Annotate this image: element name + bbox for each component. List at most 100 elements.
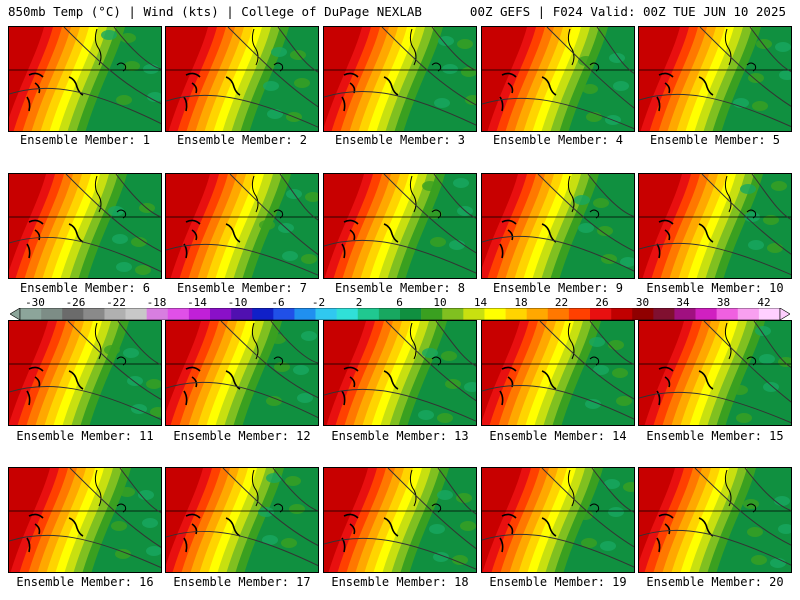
colorbar-arrow-left	[10, 308, 21, 320]
colorbar-segment	[146, 308, 169, 320]
colorbar-tick-label: 6	[396, 296, 403, 309]
ensemble-member-map	[323, 320, 477, 426]
ensemble-member-map	[8, 320, 162, 426]
ensemble-member-label: Ensemble Member: 1	[19, 133, 151, 147]
model-run-info: 00Z GEFS | F024 Valid: 00Z TUE JUN 10 20…	[469, 4, 786, 19]
colorbar-segment	[758, 308, 781, 320]
colorbar-segment	[336, 308, 359, 320]
ensemble-member-map	[638, 320, 792, 426]
colorbar-segment	[378, 308, 401, 320]
ensemble-member-label: Ensemble Member: 13	[331, 429, 469, 443]
colorbar-tick-label: 14	[473, 296, 488, 309]
colorbar-arrow-right	[779, 308, 790, 320]
colorbar-tick-label: 18	[514, 296, 528, 309]
ensemble-member-map	[638, 467, 792, 573]
ensemble-member-map	[8, 467, 162, 573]
ensemble-member-map	[165, 320, 319, 426]
colorbar-segment	[104, 308, 126, 320]
ensemble-member-label: Ensemble Member: 12	[173, 429, 311, 443]
ensemble-member-label: Ensemble Member: 9	[492, 281, 624, 295]
colorbar-tick-label: -22	[106, 296, 126, 309]
ensemble-member-map	[481, 26, 635, 132]
ensemble-member-map	[165, 26, 319, 132]
colorbar-tick-label: 42	[757, 296, 771, 309]
colorbar-segment	[421, 308, 443, 320]
colorbar-segment	[188, 308, 211, 320]
colorbar-segment	[463, 308, 485, 320]
colorbar-segment	[20, 308, 42, 320]
ensemble-member-label: Ensemble Member: 10	[646, 281, 784, 295]
ensemble-member-label: Ensemble Member: 4	[492, 133, 624, 147]
colorbar-tick-label: 2	[355, 296, 363, 309]
colorbar-tick-label: -30	[25, 296, 45, 309]
colorbar-tick-label: 10	[433, 296, 447, 309]
ensemble-member-map	[8, 173, 162, 279]
colorbar-segment	[125, 308, 147, 320]
colorbar-segment	[505, 308, 527, 320]
ensemble-member-label: Ensemble Member: 19	[489, 575, 627, 589]
ensemble-member-label: Ensemble Member: 14	[489, 429, 627, 443]
ensemble-member-map	[323, 173, 477, 279]
map-title: 850mb Temp (°C) | Wind (kts) | College o…	[8, 4, 422, 19]
colorbar-segment	[62, 308, 84, 320]
colorbar-segment	[252, 308, 274, 320]
ensemble-member-label: Ensemble Member: 20	[646, 575, 784, 589]
colorbar-tick-label: -2	[311, 296, 326, 309]
colorbar-tick-label: 38	[716, 296, 731, 309]
colorbar-segment	[716, 308, 739, 320]
colorbar-segment	[695, 308, 717, 320]
ensemble-member-label: Ensemble Member: 8	[334, 281, 466, 295]
colorbar-segment	[590, 308, 612, 320]
colorbar-segment	[632, 308, 654, 320]
ensemble-member-label: Ensemble Member: 16	[16, 575, 154, 589]
colorbar-segment	[41, 308, 63, 320]
colorbar-tick-label: -18	[146, 296, 167, 309]
colorbar-segment	[526, 308, 549, 320]
ensemble-member-label: Ensemble Member: 15	[646, 429, 784, 443]
ensemble-member-map	[481, 467, 635, 573]
ensemble-member-map	[165, 467, 319, 573]
ensemble-member-map	[165, 173, 319, 279]
colorbar-tick-label: -26	[65, 296, 86, 309]
ensemble-member-label: Ensemble Member: 3	[334, 133, 466, 147]
colorbar-tick-label: -10	[227, 296, 248, 309]
ensemble-member-map	[638, 173, 792, 279]
ensemble-member-label: Ensemble Member: 7	[176, 281, 308, 295]
ensemble-member-map	[8, 26, 162, 132]
colorbar-segment	[484, 308, 506, 320]
colorbar-tick-label: 26	[595, 296, 609, 309]
colorbar-segment	[167, 308, 190, 320]
colorbar-segment	[315, 308, 337, 320]
ensemble-member-label: Ensemble Member: 5	[649, 133, 781, 147]
colorbar-tick-label: -6	[271, 296, 285, 309]
colorbar-segment	[294, 308, 316, 320]
colorbar-segment	[442, 308, 464, 320]
ensemble-member-map	[638, 26, 792, 132]
colorbar-segment	[611, 308, 633, 320]
colorbar-tick-label: 34	[676, 296, 690, 309]
ensemble-member-label: Ensemble Member: 11	[16, 429, 154, 443]
colorbar-segment	[83, 308, 105, 320]
ensemble-member-label: Ensemble Member: 17	[173, 575, 311, 589]
colorbar-tick-label: 30	[635, 296, 650, 309]
colorbar-tick-label: -14	[187, 296, 207, 309]
colorbar-segment	[357, 308, 380, 320]
colorbar-segment	[547, 308, 570, 320]
colorbar-segment	[568, 308, 591, 320]
colorbar-segment	[674, 308, 696, 320]
ensemble-member-map	[481, 173, 635, 279]
colorbar-segment	[273, 308, 295, 320]
colorbar-segment	[400, 308, 422, 320]
colorbar-segment	[210, 308, 232, 320]
ensemble-member-label: Ensemble Member: 6	[19, 281, 151, 295]
colorbar-segment	[231, 308, 253, 320]
ensemble-member-map	[323, 467, 477, 573]
ensemble-member-map	[481, 320, 635, 426]
ensemble-member-label: Ensemble Member: 18	[331, 575, 469, 589]
colorbar-tick-label: 22	[554, 296, 569, 309]
colorbar-segment	[653, 308, 675, 320]
colorbar-segment	[737, 308, 760, 320]
ensemble-member-label: Ensemble Member: 2	[176, 133, 308, 147]
temperature-colorbar	[10, 308, 790, 320]
ensemble-member-map	[323, 26, 477, 132]
